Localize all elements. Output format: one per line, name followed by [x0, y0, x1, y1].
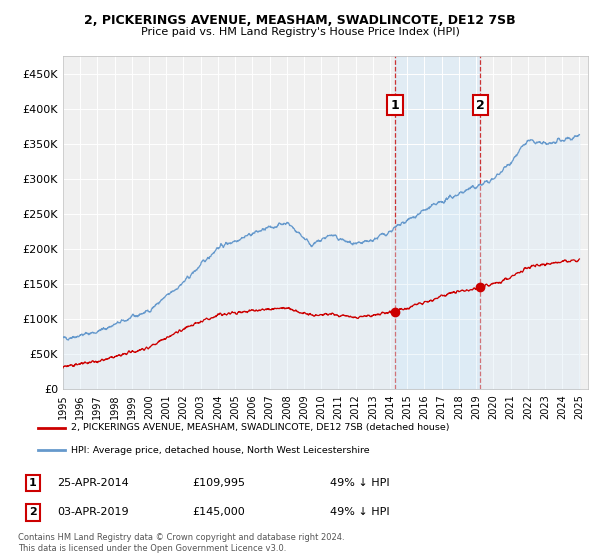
Text: 25-APR-2014: 25-APR-2014 — [57, 478, 129, 488]
Text: HPI: Average price, detached house, North West Leicestershire: HPI: Average price, detached house, Nort… — [71, 446, 370, 455]
Text: 2, PICKERINGS AVENUE, MEASHAM, SWADLINCOTE, DE12 7SB (detached house): 2, PICKERINGS AVENUE, MEASHAM, SWADLINCO… — [71, 423, 449, 432]
Text: Contains HM Land Registry data © Crown copyright and database right 2024.: Contains HM Land Registry data © Crown c… — [18, 533, 344, 542]
Text: 03-APR-2019: 03-APR-2019 — [57, 507, 128, 517]
Text: £145,000: £145,000 — [192, 507, 245, 517]
Text: This data is licensed under the Open Government Licence v3.0.: This data is licensed under the Open Gov… — [18, 544, 286, 553]
Text: 2: 2 — [29, 507, 37, 517]
Text: 1: 1 — [391, 99, 400, 111]
Text: 49% ↓ HPI: 49% ↓ HPI — [330, 507, 389, 517]
Text: £109,995: £109,995 — [192, 478, 245, 488]
Text: 49% ↓ HPI: 49% ↓ HPI — [330, 478, 389, 488]
Text: 2: 2 — [476, 99, 485, 111]
Bar — [395, 56, 481, 389]
Text: 1: 1 — [29, 478, 37, 488]
Text: 2, PICKERINGS AVENUE, MEASHAM, SWADLINCOTE, DE12 7SB: 2, PICKERINGS AVENUE, MEASHAM, SWADLINCO… — [84, 14, 516, 27]
Text: Price paid vs. HM Land Registry's House Price Index (HPI): Price paid vs. HM Land Registry's House … — [140, 27, 460, 37]
